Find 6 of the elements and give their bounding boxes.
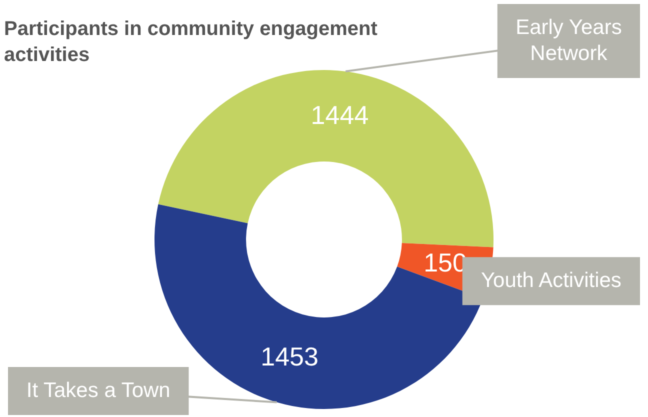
data-label: 1444 (310, 100, 369, 130)
data-label: 1453 (260, 342, 318, 372)
slice-label: Early Years Network (516, 16, 622, 65)
text: Participants in community engagement activities (4, 17, 378, 68)
slice-label: Youth Activities (480, 268, 622, 292)
slice-label: It Takes a Town (26, 378, 170, 402)
